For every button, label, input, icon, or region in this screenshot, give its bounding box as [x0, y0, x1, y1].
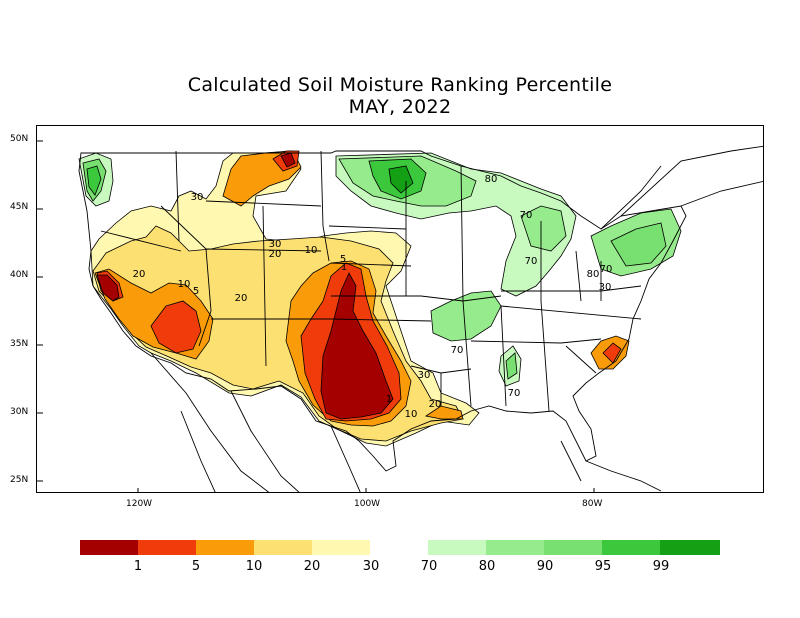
- region-above-99-nd: [388, 165, 414, 194]
- contour-label: 10: [305, 245, 318, 256]
- us-border: [78, 150, 687, 472]
- legend-label-1: 1: [133, 559, 143, 574]
- contour-label: 10: [178, 279, 191, 290]
- lat-label-35n: 35N: [10, 339, 29, 349]
- contour-label: 10: [405, 409, 418, 420]
- region-above-90-ne: [610, 222, 667, 267]
- region-below-1-tx: [320, 272, 394, 420]
- contour-label: 30: [418, 370, 431, 381]
- region-below-1-mt: [280, 152, 296, 168]
- contour-label: 1: [341, 262, 347, 273]
- lat-label-25n: 25N: [10, 475, 29, 485]
- lat-label-40n: 40N: [10, 270, 29, 280]
- contour-label: 30: [599, 282, 612, 293]
- map-subtitle: MAY, 2022: [348, 96, 452, 118]
- lat-label-30n: 30N: [10, 407, 29, 417]
- legend-swatch-10: [196, 540, 254, 555]
- map-panel: 30 30 20 10 5 1 20 10 5 20 70 80 70 80 7…: [36, 125, 764, 493]
- legend-label-20: 20: [303, 559, 321, 574]
- contour-label: 30: [191, 192, 204, 203]
- legend-label-10: 10: [245, 559, 263, 574]
- contour-label: 5: [340, 254, 346, 265]
- lat-label-50n: 50N: [10, 134, 29, 144]
- legend-swatch-30: [312, 540, 370, 555]
- lon-label-120w: 120W: [126, 499, 153, 509]
- legend-swatch-20: [254, 540, 312, 555]
- lon-label-80w: 80W: [582, 499, 603, 509]
- region-below-5-nv: [150, 300, 202, 354]
- region-below-5-sc: [602, 342, 622, 364]
- contour-label: 5: [193, 286, 199, 297]
- legend-swatch-70: [428, 540, 486, 555]
- legend-label-99: 99: [652, 559, 670, 574]
- region-above-70-mi: [520, 205, 567, 252]
- contour-label: 80: [587, 269, 600, 280]
- contour-label: 70: [451, 345, 464, 356]
- contour-label: 1: [386, 394, 392, 405]
- contour-label: 20: [429, 399, 442, 410]
- contour-label: 70: [520, 210, 533, 221]
- map-title: Calculated Soil Moisture Ranking Percent…: [187, 74, 613, 96]
- legend-swatch-95: [602, 540, 660, 555]
- contour-label: 70: [508, 388, 521, 399]
- region-above-70-ohio: [430, 290, 502, 342]
- legend-label-90: 90: [536, 559, 554, 574]
- lon-label-100w: 100W: [354, 499, 381, 509]
- soil-moisture-map: 30 30 20 10 5 1 20 10 5 20 70 80 70 80 7…: [37, 140, 763, 492]
- contour-label: 70: [525, 256, 538, 267]
- lat-label-45n: 45N: [10, 202, 29, 212]
- legend-swatch-90: [544, 540, 602, 555]
- contour-label: 20: [133, 269, 146, 280]
- region-above-95-nw: [86, 165, 102, 196]
- contour-label: 30: [269, 239, 282, 250]
- legend-swatch-5: [138, 540, 196, 555]
- contour-label: 80: [485, 174, 498, 185]
- contour-label: 20: [235, 293, 248, 304]
- legend-label-5: 5: [191, 559, 201, 574]
- contour-label: 70: [600, 264, 613, 275]
- region-above-90-gulf: [505, 352, 518, 380]
- legend-label-95: 95: [594, 559, 612, 574]
- legend-swatch-99: [660, 540, 720, 555]
- legend-label-30: 30: [362, 559, 380, 574]
- legend-swatch-1: [80, 540, 138, 555]
- legend-label-80: 80: [478, 559, 496, 574]
- region-below-10-gulf: [424, 405, 464, 420]
- legend-swatch-80: [486, 540, 544, 555]
- region-below-1-ca: [96, 274, 120, 302]
- legend-label-70: 70: [420, 559, 438, 574]
- contour-label: 20: [269, 249, 282, 260]
